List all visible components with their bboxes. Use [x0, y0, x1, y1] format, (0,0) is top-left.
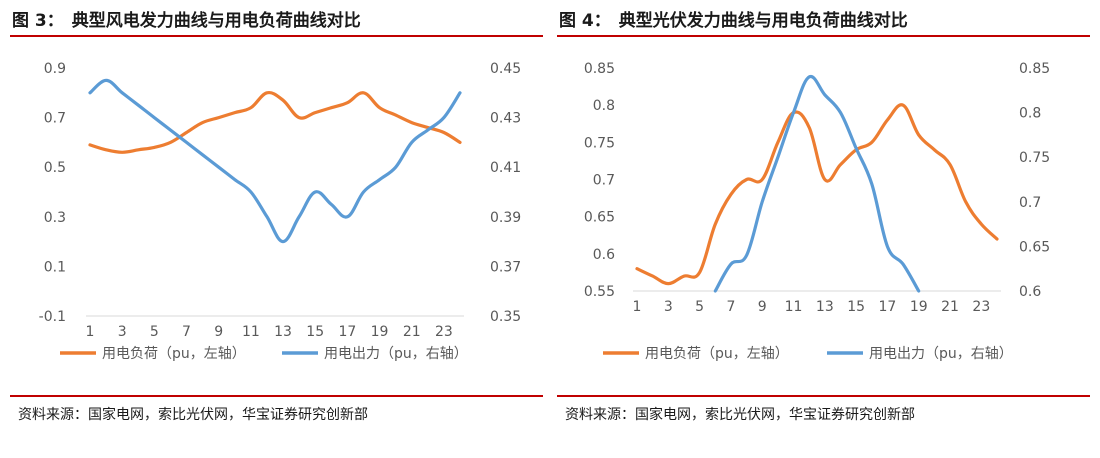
y-right-tick-label: 0.85: [1019, 61, 1050, 77]
x-tick-label: 15: [847, 299, 865, 315]
source-note: 资料来源：国家电网，索比光伏网，华宝证券研究创新部: [18, 407, 368, 423]
x-tick-label: 21: [403, 324, 421, 340]
top-divider: [557, 35, 1090, 37]
x-tick-label: 1: [86, 324, 95, 340]
bottom-divider: [10, 395, 543, 397]
x-tick-label: 13: [274, 324, 292, 340]
chart-title: 图 3： 典型风电发力曲线与用电负荷曲线对比: [12, 6, 361, 31]
series-line-output: [88, 78, 462, 244]
figure-number: 图 3：: [12, 11, 64, 31]
x-tick-label: 17: [879, 299, 897, 315]
y-right-tick-label: 0.6: [1019, 284, 1041, 300]
legend-label: 用电出力（pu，右轴）: [869, 346, 1013, 362]
y-left-tick-label: 0.65: [584, 210, 615, 226]
x-tick-label: 3: [664, 299, 673, 315]
x-tick-label: 5: [695, 299, 704, 315]
figure-title-text: 典型光伏发力曲线与用电负荷曲线对比: [618, 11, 908, 31]
source-note: 资料来源：国家电网，索比光伏网，华宝证券研究创新部: [565, 407, 915, 423]
x-tick-label: 9: [758, 299, 767, 315]
y-left-tick-label: 0.6: [593, 247, 615, 263]
y-right-tick-label: 0.39: [490, 210, 521, 226]
y-right-tick-label: 0.37: [490, 259, 521, 275]
x-tick-label: 5: [150, 324, 159, 340]
y-left-tick-label: 0.1: [44, 259, 66, 275]
y-left-tick-label: 0.3: [44, 210, 66, 226]
y-left-tick-label: 0.9: [44, 61, 66, 77]
y-right-tick-label: 0.41: [490, 160, 521, 176]
x-tick-label: 1: [633, 299, 642, 315]
x-tick-label: 11: [785, 299, 803, 315]
chart-title: 图 4： 典型光伏发力曲线与用电负荷曲线对比: [559, 6, 908, 31]
chart-panel-wind: 图 3： 典型风电发力曲线与用电负荷曲线对比 -0.1 0.1 0.3 0.5 0.7 0.…: [10, 0, 543, 458]
series-line-output: [713, 74, 921, 293]
y-right-tick-label: 0.7: [1019, 195, 1041, 211]
x-tick-label: 23: [972, 299, 990, 315]
x-tick-label: 7: [726, 299, 735, 315]
top-divider: [10, 35, 543, 37]
x-tick-label: 19: [371, 324, 389, 340]
y-left-tick-label: 0.85: [584, 61, 615, 77]
y-left-tick-label: 0.7: [44, 111, 66, 127]
y-left-tick-label: -0.1: [39, 309, 66, 325]
series-line-load: [88, 90, 462, 154]
y-right-tick-label: 0.75: [1019, 150, 1050, 166]
figure-number: 图 4：: [559, 11, 611, 31]
x-tick-label: 9: [214, 324, 223, 340]
y-right-tick-label: 0.8: [1019, 106, 1041, 122]
x-tick-label: 15: [306, 324, 324, 340]
y-right-tick-label: 0.43: [490, 111, 521, 127]
legend-label: 用电负荷（pu，左轴）: [645, 346, 789, 362]
bottom-divider: [557, 395, 1090, 397]
x-tick-label: 7: [182, 324, 191, 340]
x-tick-label: 13: [816, 299, 834, 315]
y-left-tick-label: 0.8: [593, 98, 615, 114]
y-right-tick-label: 0.45: [490, 61, 521, 77]
legend-label: 用电负荷（pu，左轴）: [102, 346, 246, 362]
y-right-tick-label: 0.35: [490, 309, 521, 325]
x-tick-label: 19: [910, 299, 928, 315]
solar-load-line-chart: 0.550.60.650.70.750.80.850.60.650.70.750…: [584, 61, 1050, 362]
wind-load-line-chart: -0.1 0.1 0.3 0.5 0.7 0.9 0.35 0.37 0.39 0.41 0.43 0…: [39, 61, 522, 362]
x-tick-label: 23: [435, 324, 453, 340]
figure-title-text: 典型风电发力曲线与用电负荷曲线对比: [71, 11, 361, 31]
chart-panel-solar: 图 4： 典型光伏发力曲线与用电负荷曲线对比 0.55 0.6 0.65 0.7 0.75…: [557, 0, 1090, 458]
x-tick-label: 11: [242, 324, 260, 340]
y-left-tick-label: 0.7: [593, 173, 615, 189]
y-left-tick-label: 0.75: [584, 135, 615, 151]
y-left-tick-label: 0.5: [44, 160, 66, 176]
x-tick-label: 17: [338, 324, 356, 340]
y-right-tick-label: 0.65: [1019, 239, 1050, 255]
series-line-load: [635, 103, 999, 286]
y-left-tick-label: 0.55: [584, 284, 615, 300]
x-tick-label: 3: [118, 324, 127, 340]
legend-label: 用电出力（pu，右轴）: [324, 346, 468, 362]
x-tick-label: 21: [941, 299, 959, 315]
